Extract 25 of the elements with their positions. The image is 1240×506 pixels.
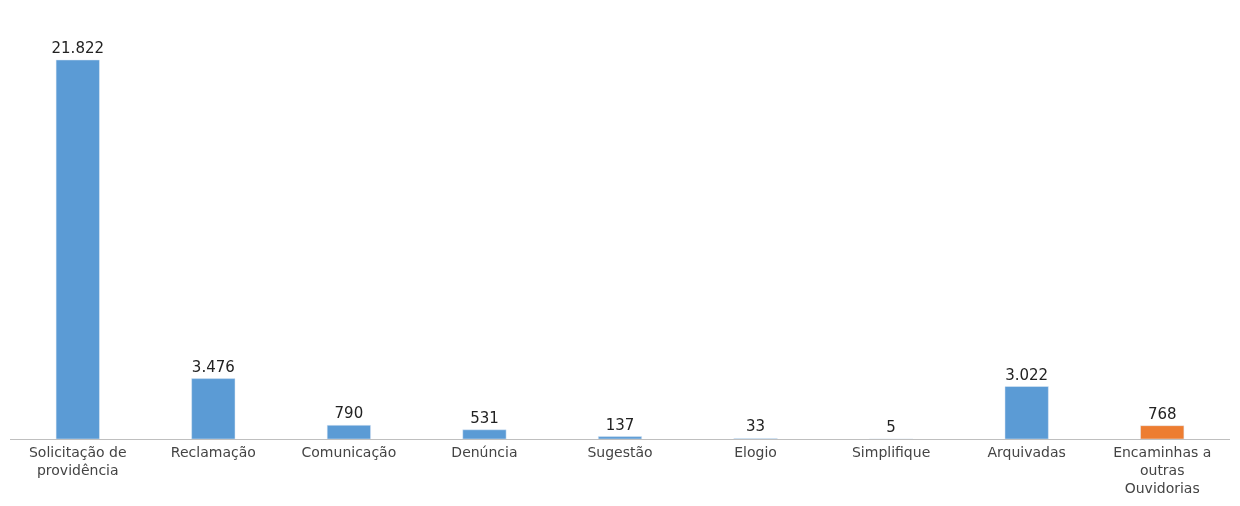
- data-label: 3.022: [1005, 365, 1049, 384]
- x-tick-label: Arquivadas: [987, 443, 1066, 460]
- data-label: 3.476: [191, 357, 235, 376]
- bar: [326, 425, 371, 439]
- data-label: 33: [746, 417, 766, 436]
- x-tick-label: Solicitação de providência: [28, 443, 127, 478]
- x-tick-label: Comunicação: [301, 443, 397, 460]
- x-tick-label: Denúncia: [451, 443, 518, 460]
- x-tick-label: Encaminhas a outras Ouvidorias: [1113, 443, 1212, 497]
- bar: [55, 59, 100, 439]
- data-label: 5: [886, 417, 896, 436]
- bar: [462, 429, 507, 439]
- data-label: 768: [1147, 404, 1177, 423]
- data-label: 21.822: [51, 38, 105, 57]
- x-tick-label: Sugestão: [587, 443, 653, 460]
- bar: [1140, 425, 1185, 439]
- x-tick-label: Reclamação: [170, 443, 256, 460]
- data-label: 137: [605, 415, 635, 434]
- x-tick-label: Simplifique: [851, 443, 931, 460]
- data-label: 790: [334, 404, 364, 423]
- x-tick-label: Elogio: [734, 443, 777, 460]
- data-label: 531: [470, 408, 499, 427]
- bar: [1004, 386, 1049, 439]
- bar: [598, 436, 642, 439]
- bar: [191, 378, 236, 439]
